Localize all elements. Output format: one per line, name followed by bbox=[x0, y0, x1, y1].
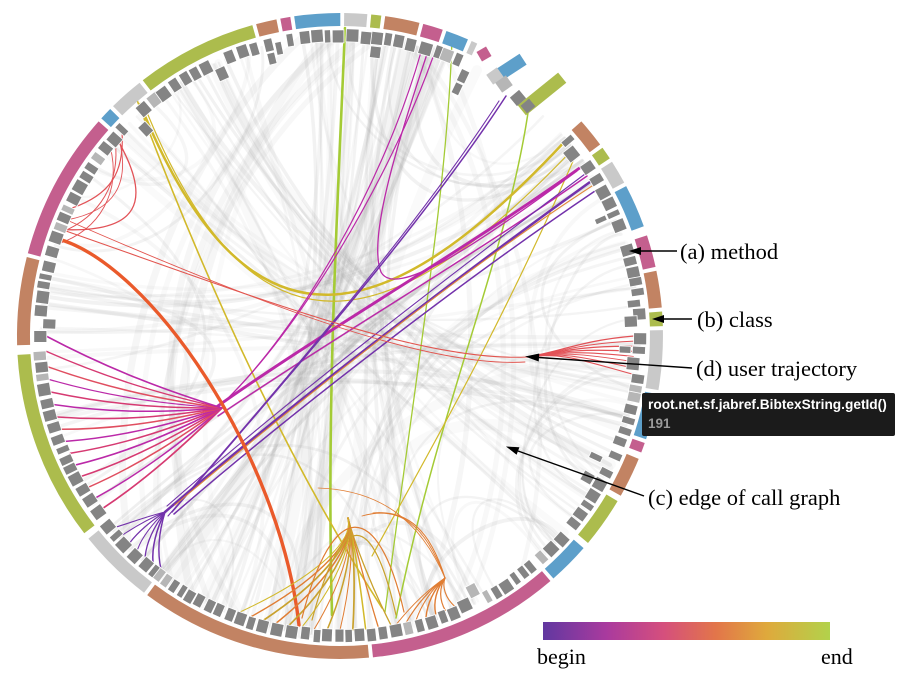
svg-text:191: 191 bbox=[648, 416, 671, 431]
svg-text:(a) method: (a) method bbox=[680, 239, 778, 264]
svg-text:(d) user trajectory: (d) user trajectory bbox=[696, 356, 858, 381]
svg-text:begin: begin bbox=[537, 644, 586, 669]
svg-text:root.net.sf.jabref.BibtexStrin: root.net.sf.jabref.BibtexString.getId() bbox=[648, 397, 887, 412]
svg-text:(c) edge of call graph: (c) edge of call graph bbox=[648, 485, 840, 510]
svg-text:(b) class: (b) class bbox=[697, 307, 773, 332]
svg-text:end: end bbox=[821, 644, 853, 669]
